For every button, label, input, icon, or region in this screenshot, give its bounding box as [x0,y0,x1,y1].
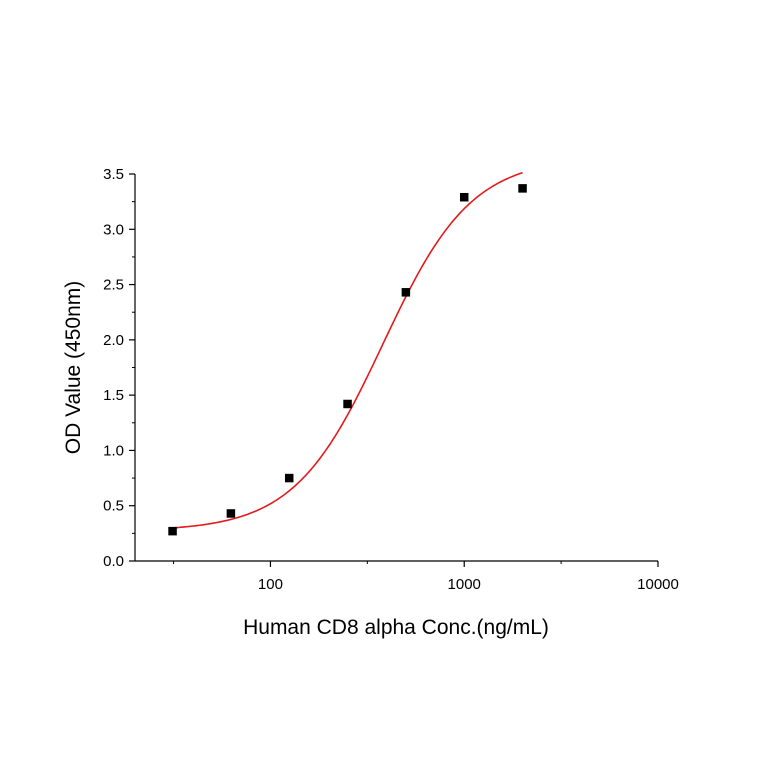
ticks-layer: 0.0 0.5 1.0 1.5 2.0 2.5 3.0 3.5 100 1000 10000 [103,166,679,593]
data-point [168,526,177,536]
x-tick-label: 10000 [637,576,679,593]
data-point [401,288,411,297]
x-tick-label: 100 [258,576,283,593]
data-point [226,509,236,518]
y-tick-label: 0.0 [103,553,124,570]
y-axis-title: OD Value (450nm) [62,281,85,455]
y-tick-label: 3.0 [103,221,124,238]
data-point [459,192,469,202]
data-points-layer [168,184,527,536]
y-tick-label: 2.0 [103,332,124,349]
axes [134,174,658,562]
data-point [518,184,527,193]
fit-curve-layer [172,171,523,529]
y-tick-label: 1.0 [103,442,124,459]
x-tick-label: 1000 [448,576,481,593]
y-tick-label: 1.5 [103,387,124,404]
y-tick-label: 0.5 [103,498,124,515]
data-point [284,473,294,483]
x-axis-title: Human CD8 alpha Conc.(ng/mL) [243,616,549,639]
fit-curve [172,171,523,529]
y-tick-label: 2.5 [103,277,124,294]
data-point [343,399,352,409]
y-tick-label: 3.5 [103,166,124,183]
plot-area [168,171,527,536]
